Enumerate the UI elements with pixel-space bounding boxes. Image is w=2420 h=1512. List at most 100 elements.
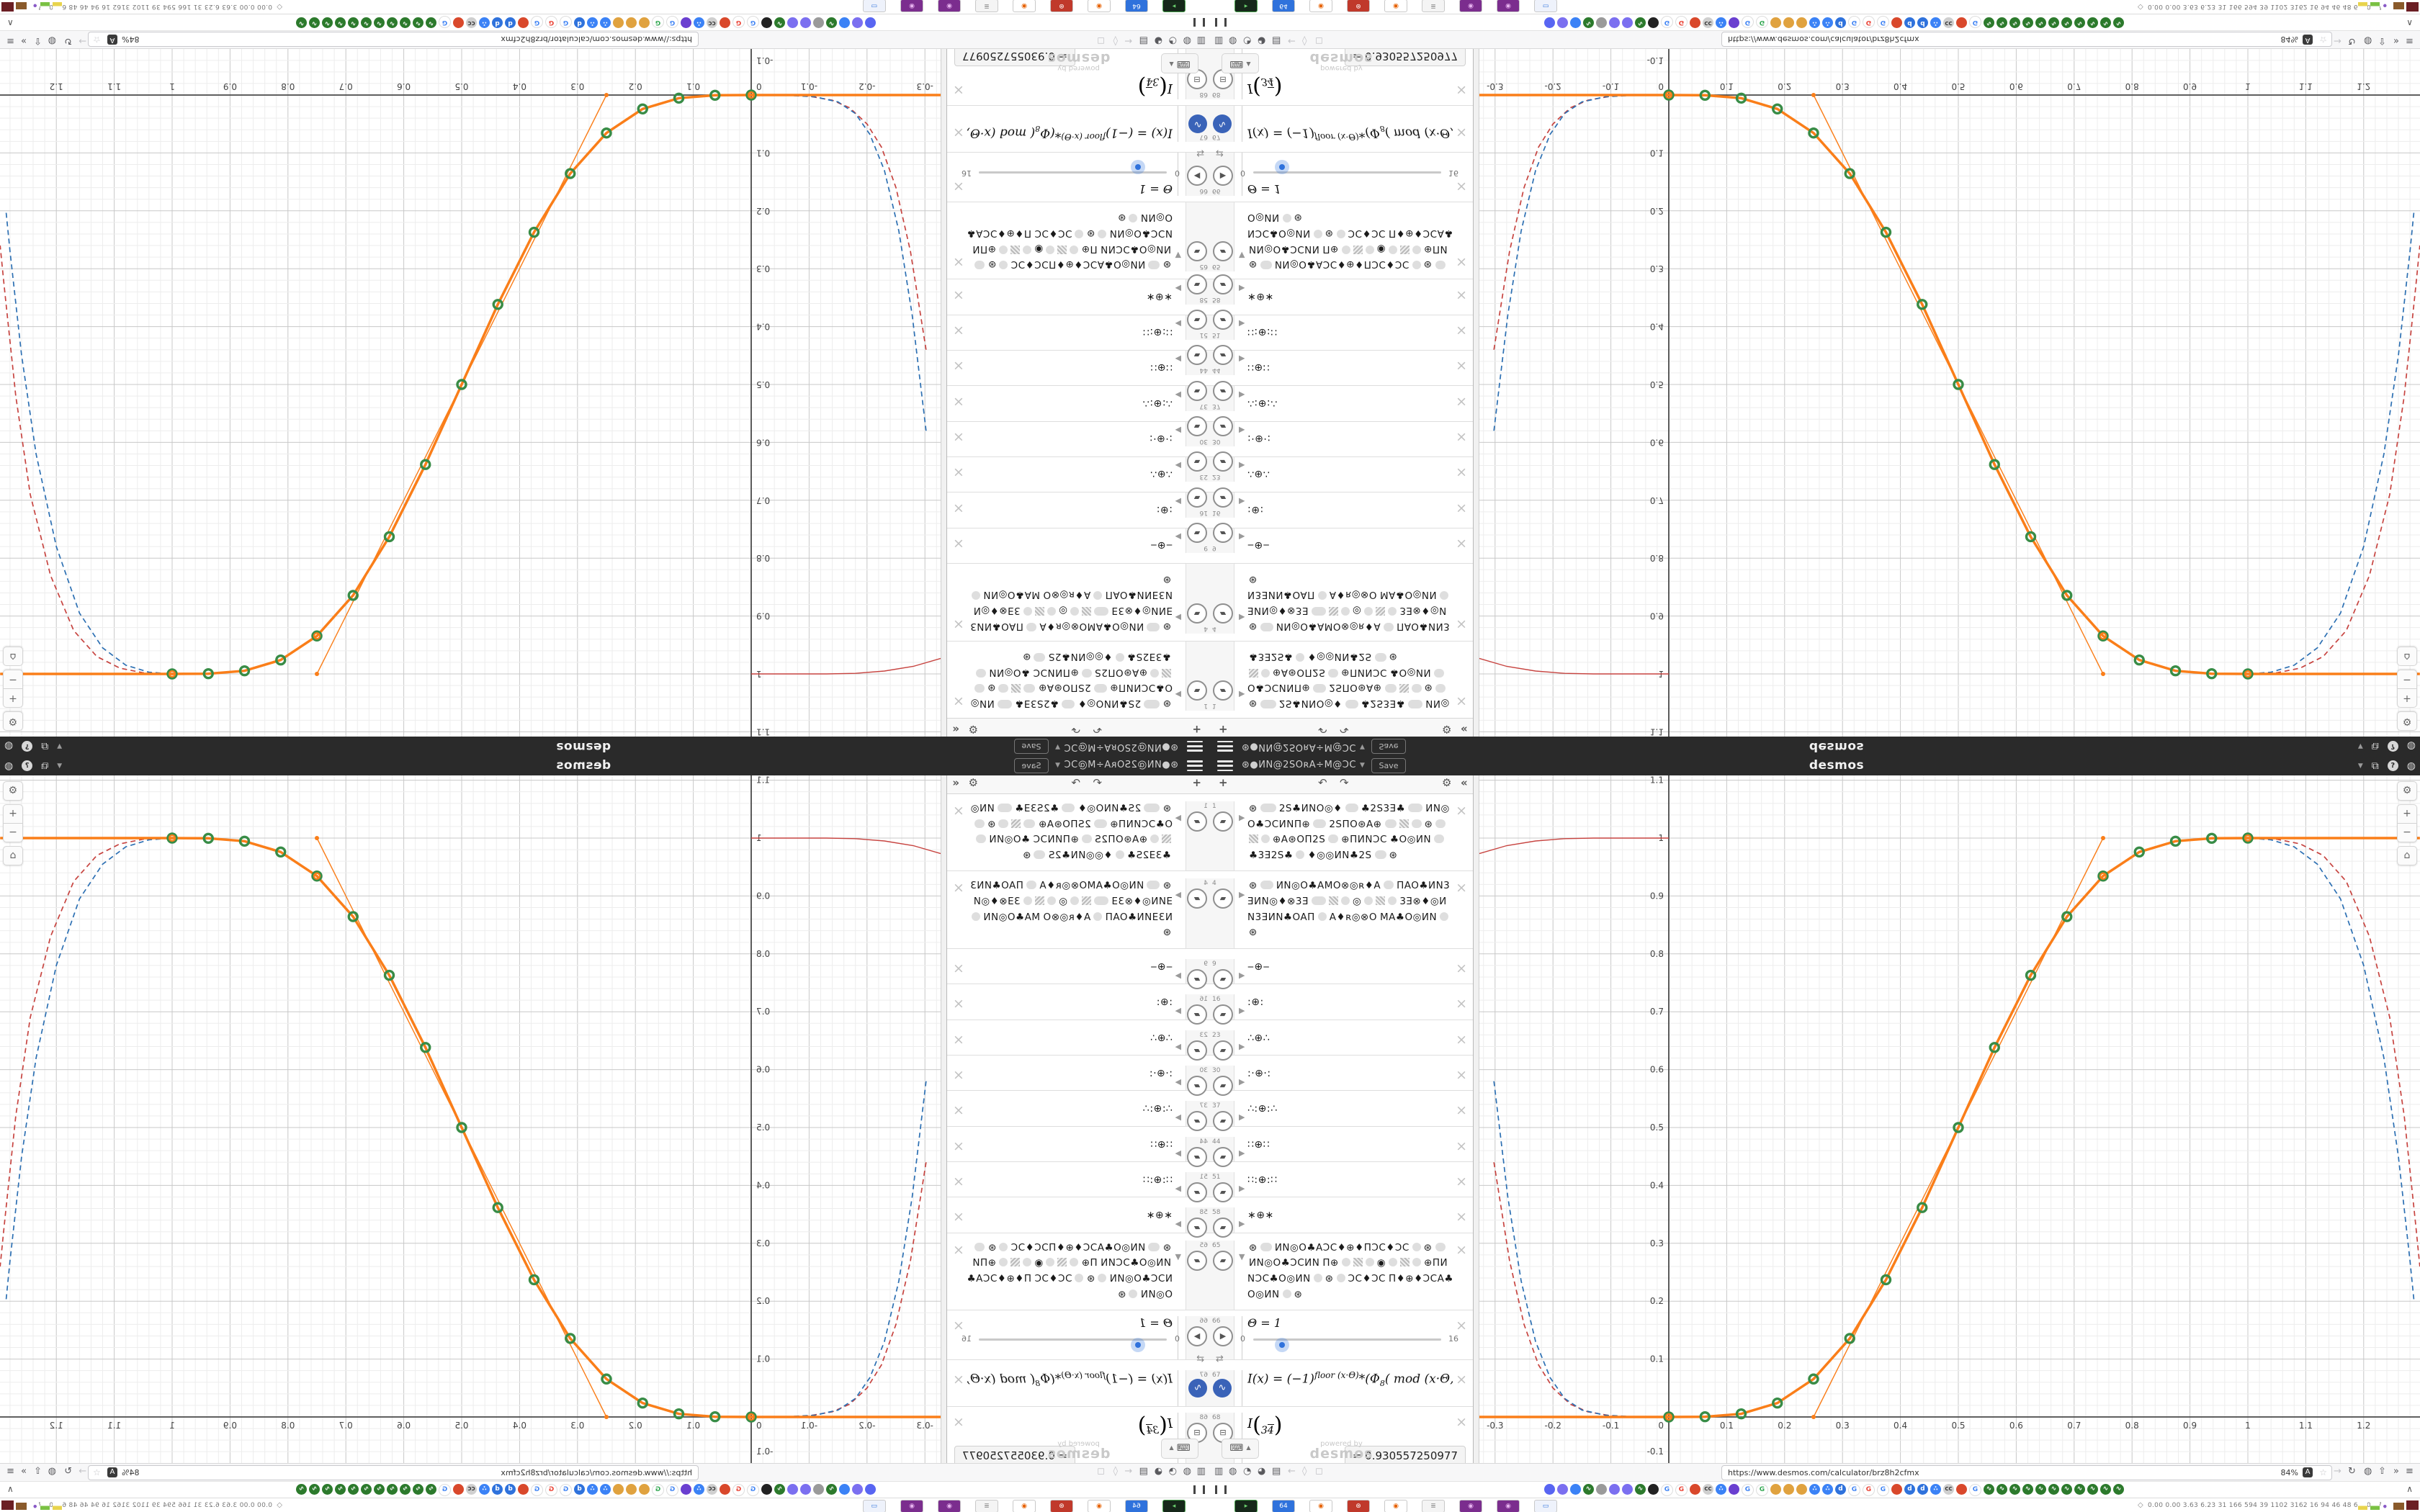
evaluated-expression[interactable]: I(34)	[1137, 1413, 1173, 1439]
sample-point[interactable]	[2025, 531, 2037, 543]
delete-row-icon[interactable]: ×	[953, 178, 964, 194]
folder-icon[interactable]: ▰	[1187, 603, 1207, 624]
folder-caret-icon[interactable]: ▶	[1175, 461, 1181, 471]
tab-favicon[interactable]: G	[560, 16, 572, 28]
tab-favicon[interactable]: ∿	[2087, 1484, 2098, 1495]
orange-ring-point[interactable]	[313, 872, 321, 880]
delete-row-icon[interactable]: ×	[1456, 358, 1467, 374]
slider-row[interactable]: 66 ▶ ⇄ Θ = 1 0 16 ×	[947, 148, 1210, 196]
expression-row-folder[interactable]: 44 ▰ ▶ ∷⊕∷ ×	[1210, 345, 1473, 376]
slider-max[interactable]: 16	[1448, 1334, 1458, 1344]
folder-icon[interactable]: ▰	[1213, 1111, 1233, 1132]
tab-favicon[interactable]	[681, 17, 691, 28]
tab-favicon[interactable]: G	[1877, 1484, 1889, 1496]
zoom-in-button[interactable]: +	[3, 804, 23, 824]
sample-point[interactable]	[1880, 226, 1892, 238]
delete-row-icon[interactable]: ×	[953, 880, 964, 896]
sample-point[interactable]	[2133, 654, 2145, 666]
tab-list-chevron-icon[interactable]: ∧	[2406, 1484, 2413, 1494]
sample-point[interactable]	[1735, 1408, 1747, 1420]
expression-row-folder[interactable]: 58 ▰ ▶ ∗⊕∗ ×	[947, 274, 1210, 305]
url-bar[interactable]: https://www.desmos.com/calculator/brz8h2…	[88, 32, 699, 47]
folder-caret-icon[interactable]: ▶	[1239, 1006, 1245, 1016]
tab-favicon[interactable]: ∴	[1716, 1484, 1726, 1495]
sample-point[interactable]	[492, 1202, 503, 1213]
formula-latex[interactable]: I(x) = (−1)floor (x·Θ)*(Φ8( mod (x·Θ,1))…	[1247, 123, 1454, 142]
orange-vertex-point[interactable]	[604, 1415, 609, 1419]
collapse-header-icon[interactable]: ▼	[2357, 742, 2363, 750]
tab-favicon[interactable]: G	[439, 16, 451, 28]
sample-point[interactable]	[565, 168, 576, 179]
curve-orange-chord[interactable]	[316, 94, 607, 675]
expression-row-folder[interactable]: 58 ▰ ▶ ∗⊕∗ ×	[1210, 1207, 1473, 1238]
slider-min[interactable]: 0	[1175, 1334, 1180, 1344]
tab-favicon[interactable]	[1557, 1484, 1568, 1495]
title-caret-icon[interactable]: ▼	[1055, 762, 1060, 769]
url-text[interactable]: https://www.desmos.com/calculator/brz8h2…	[1728, 1468, 1919, 1477]
tab-favicon[interactable]: ∿	[2022, 17, 2033, 28]
tab-favicon[interactable]: CC	[1703, 17, 1713, 28]
sample-point[interactable]	[2206, 832, 2218, 845]
tab-favicon[interactable]: ∿	[374, 17, 385, 28]
tab-favicon[interactable]	[852, 17, 863, 28]
tab-favicon[interactable]: ∿	[309, 1484, 320, 1495]
delete-row-icon[interactable]: ×	[953, 1414, 964, 1431]
expression-row-folder[interactable]: 58 ▰ ▶ ∗⊕∗ ×	[1210, 274, 1473, 305]
folder-caret-icon[interactable]: ▼	[1175, 251, 1181, 261]
expression-row-note-open[interactable]: 65▰ ▼ ⊛ИN◎O♣AƆC♦⊕♦ΠƆC♦ƆC⊛ИN◎O♣ƆCИNΠ⊕◉⊕ΠИ…	[947, 1240, 1210, 1311]
tab-favicon[interactable]: ∿	[1996, 1484, 2007, 1495]
dock-app-icon[interactable]: ◉	[1088, 1500, 1111, 1512]
undo-button[interactable]: ↶	[1093, 723, 1102, 736]
tab-favicon[interactable]	[1956, 1484, 1967, 1495]
gauge-icon[interactable]: ◕	[1154, 35, 1162, 46]
delete-row-icon[interactable]: ×	[1456, 124, 1467, 140]
tab-favicon[interactable]: ∿	[774, 17, 785, 28]
folder-caret-icon[interactable]: ▶	[1239, 283, 1245, 293]
delete-row-icon[interactable]: ×	[953, 358, 964, 374]
tab-favicon[interactable]: G	[545, 1484, 557, 1496]
gauge-icon[interactable]: ◕	[1258, 1466, 1266, 1477]
tab-favicon[interactable]	[613, 17, 624, 28]
folder-icon[interactable]: ▰	[1213, 380, 1233, 401]
orange-vertex-point[interactable]	[1811, 93, 1816, 97]
delete-row-icon[interactable]: ×	[1456, 536, 1467, 552]
tab-favicon[interactable]: ∿	[1635, 17, 1646, 28]
orange-ring-point[interactable]	[2099, 632, 2107, 640]
title-caret-icon[interactable]: ▼	[1055, 743, 1060, 750]
reload-icon[interactable]: ↻	[64, 1466, 72, 1477]
formula-row[interactable]: 67 ∿ I(x) = (−1)floor (x·Θ)*(Φ8( mod (x·…	[947, 104, 1210, 142]
page-zoom-level[interactable]: 84%	[122, 1468, 140, 1477]
delete-row-icon[interactable]: ×	[953, 287, 964, 303]
slider-min[interactable]: 0	[1240, 1334, 1245, 1344]
folder-icon[interactable]: ▰	[1187, 274, 1207, 294]
sample-point[interactable]	[637, 103, 648, 114]
folder-caret-icon[interactable]: ▶	[1175, 496, 1181, 506]
folder-icon[interactable]: ▰	[1213, 1250, 1233, 1271]
sample-point[interactable]	[601, 1373, 612, 1385]
dock-app-icon[interactable]: ◉	[1309, 1500, 1332, 1512]
save-button[interactable]: Save	[1014, 739, 1049, 754]
orange-ring-point[interactable]	[1664, 91, 1673, 99]
folder-caret-icon[interactable]: ▶	[1175, 390, 1181, 400]
orange-ring-point[interactable]	[747, 1413, 756, 1421]
slider-handle[interactable]	[1131, 1338, 1145, 1353]
sample-point[interactable]	[1808, 127, 1819, 139]
sample-point[interactable]	[2133, 846, 2145, 858]
tab-favicon[interactable]	[1891, 1484, 1902, 1495]
share-icon[interactable]: ⇧	[34, 1466, 42, 1477]
delete-row-icon[interactable]: ×	[1456, 1209, 1467, 1225]
hamburger-icon[interactable]: ≡	[6, 35, 14, 46]
delete-row-icon[interactable]: ×	[953, 81, 964, 98]
share-icon[interactable]: ⇧	[2378, 35, 2386, 46]
menu-hamburger-icon[interactable]	[1217, 741, 1233, 752]
sample-point[interactable]	[2097, 870, 2109, 882]
graph-title[interactable]: ⊛●ИN@2SOʀA÷M@ƆC...	[1242, 742, 1357, 752]
trash-icon[interactable]: ▥	[1196, 35, 1206, 46]
network-icon[interactable]: ◍	[48, 35, 56, 46]
tab-favicon[interactable]: d	[574, 1484, 585, 1495]
expression-row-folder[interactable]: 16 ▰ ▶ :⊕: ×	[947, 994, 1210, 1025]
curve-red-solid-upper-left[interactable]	[1479, 837, 1669, 855]
graph-paper[interactable]: -0.3 -0.2 -0.1 0.1 0.2 0.3 0.4 0.5 0.6 0.7 0.8 0.9 1…	[1479, 775, 2420, 1463]
folder-icon[interactable]: ▰	[1187, 1004, 1207, 1025]
expression-row-folder[interactable]: 16 ▰ ▶ :⊕: ×	[1210, 487, 1473, 518]
